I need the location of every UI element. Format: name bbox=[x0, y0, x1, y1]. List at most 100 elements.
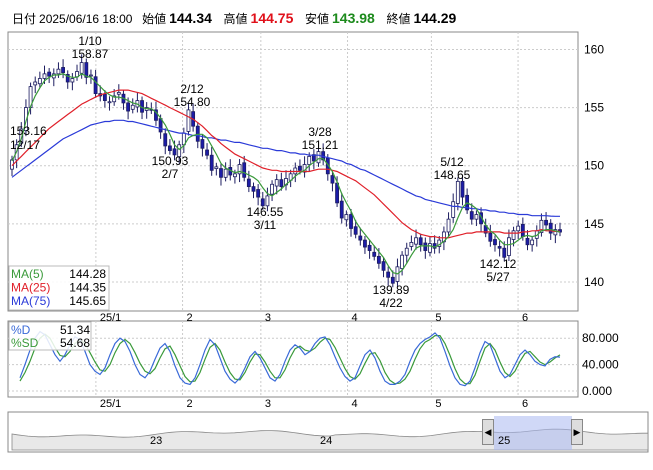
candle-body bbox=[502, 247, 507, 258]
annotation-date: 5/12 bbox=[440, 155, 464, 169]
annotation-value: 153.16 bbox=[10, 124, 47, 138]
candle-body bbox=[553, 229, 558, 236]
candle-body bbox=[223, 168, 228, 178]
candle-body bbox=[237, 164, 242, 175]
high-label: 高値 bbox=[223, 12, 248, 26]
candle-body bbox=[488, 232, 493, 242]
candle-body bbox=[42, 73, 47, 79]
annotation-value: 139.89 bbox=[373, 283, 410, 297]
ma-legend-box bbox=[8, 265, 110, 311]
candle-body bbox=[390, 276, 395, 284]
candle-body bbox=[279, 179, 284, 188]
candle-body bbox=[251, 186, 256, 192]
candle-body bbox=[493, 239, 497, 246]
candle-body bbox=[381, 261, 386, 271]
annotation-value: 148.65 bbox=[434, 168, 471, 182]
legend-name: MA(5) bbox=[11, 267, 44, 281]
annotation-value: 150.93 bbox=[152, 154, 189, 168]
ma5-line bbox=[11, 73, 561, 275]
candle-body bbox=[89, 74, 93, 77]
candle-body bbox=[349, 214, 353, 229]
candle-body bbox=[428, 243, 432, 253]
candle-body bbox=[455, 180, 460, 204]
osc-xtick-label: 2 bbox=[187, 398, 193, 410]
osc-legend-name: %SD bbox=[11, 336, 39, 350]
candle-body bbox=[200, 139, 205, 149]
candle-body bbox=[539, 219, 544, 233]
candle-body bbox=[47, 71, 52, 77]
legend-value: 144.28 bbox=[69, 267, 106, 281]
price-ytick-label: 145 bbox=[584, 217, 604, 231]
osc-xtick-label: 25/1 bbox=[100, 398, 121, 410]
candle-body bbox=[270, 183, 274, 195]
navigator-right-handle[interactable]: ▶ bbox=[571, 419, 583, 445]
candle-body bbox=[102, 93, 107, 101]
candle-body bbox=[265, 195, 270, 207]
osc-legend-value: 51.34 bbox=[60, 323, 90, 337]
osc-ytick-label: 0.000 bbox=[582, 384, 612, 398]
candle-body bbox=[474, 214, 479, 220]
candle-body bbox=[418, 237, 423, 246]
candle-body bbox=[307, 155, 312, 165]
price-xtick-label: 4 bbox=[352, 312, 358, 324]
candle-body bbox=[516, 225, 521, 232]
candle-body bbox=[172, 148, 177, 156]
navigator-label: 24 bbox=[320, 435, 332, 447]
annotation-value: 142.12 bbox=[480, 257, 517, 271]
candle-body bbox=[339, 200, 344, 219]
price-ytick-label: 155 bbox=[584, 101, 604, 115]
candle-body bbox=[507, 237, 511, 256]
ma75-line bbox=[11, 119, 560, 217]
candle-body bbox=[242, 162, 247, 178]
candle-body bbox=[70, 78, 75, 83]
candle-body bbox=[256, 189, 261, 198]
candle-body bbox=[353, 226, 358, 235]
annotation-date: 4/22 bbox=[379, 296, 403, 310]
candle-body bbox=[126, 102, 131, 112]
candle-body bbox=[520, 223, 525, 238]
open-value: 144.34 bbox=[169, 10, 212, 26]
candle-body bbox=[446, 218, 451, 233]
price-xtick-label: 5 bbox=[435, 312, 441, 324]
candle-body bbox=[367, 244, 372, 251]
annotation-date: 3/28 bbox=[308, 125, 332, 139]
candle-body bbox=[154, 109, 158, 121]
candle-body bbox=[400, 254, 405, 269]
price-ytick-label: 140 bbox=[584, 275, 604, 289]
candle-body bbox=[274, 179, 279, 187]
candle-body bbox=[525, 237, 530, 246]
navigator-label: 25 bbox=[498, 435, 510, 447]
osc-xtick-label: 3 bbox=[265, 398, 271, 410]
price-ytick-label: 150 bbox=[584, 159, 604, 173]
candle-body bbox=[330, 175, 335, 184]
candle-body bbox=[214, 166, 219, 169]
candle-body bbox=[376, 255, 381, 264]
navigator-left-handle[interactable]: ◀ bbox=[482, 419, 494, 445]
candle-body bbox=[107, 101, 112, 104]
osc-ytick-label: 80.000 bbox=[582, 331, 619, 345]
low-value: 143.98 bbox=[332, 10, 375, 26]
candle-body bbox=[409, 242, 414, 247]
navigator-label: 23 bbox=[150, 435, 162, 447]
candle-body bbox=[530, 239, 535, 246]
candle-body bbox=[24, 107, 28, 132]
annotation-value: 154.80 bbox=[174, 95, 211, 109]
candle-body bbox=[19, 128, 24, 144]
open-label: 始値 bbox=[142, 12, 167, 26]
annotation-value: 146.55 bbox=[247, 205, 284, 219]
candle-body bbox=[219, 168, 223, 178]
candle-body bbox=[363, 239, 367, 248]
candle-body bbox=[386, 271, 391, 278]
datetime-value: 2025/06/16 18:00 bbox=[39, 12, 133, 26]
pctSD-line bbox=[19, 333, 561, 385]
legend-name: MA(75) bbox=[11, 294, 50, 308]
price-xtick-label: 2 bbox=[187, 312, 193, 324]
osc-legend-value: 54.68 bbox=[60, 336, 90, 350]
osc-legend-box bbox=[8, 321, 92, 351]
candle-body bbox=[372, 251, 377, 257]
candle-body bbox=[451, 201, 456, 218]
candle-body bbox=[344, 214, 349, 221]
date-label: 日付 bbox=[12, 12, 37, 26]
candle-body bbox=[404, 247, 409, 256]
candle-body bbox=[116, 92, 121, 95]
